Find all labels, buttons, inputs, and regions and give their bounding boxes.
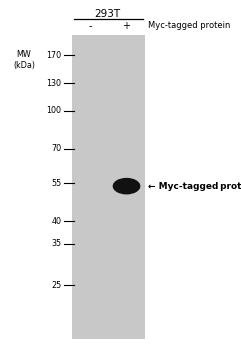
Text: +: + [122, 21, 131, 31]
Text: 55: 55 [51, 179, 61, 188]
Text: 100: 100 [47, 106, 61, 115]
Ellipse shape [113, 178, 140, 194]
FancyBboxPatch shape [72, 35, 145, 339]
Text: 170: 170 [46, 51, 61, 60]
Text: MW
(kDa): MW (kDa) [13, 50, 35, 70]
Text: -: - [89, 21, 92, 31]
Text: 25: 25 [51, 281, 61, 290]
Text: 70: 70 [51, 144, 61, 153]
Text: 130: 130 [47, 79, 61, 88]
Text: ← Myc-tagged protein: ← Myc-tagged protein [148, 182, 241, 191]
Text: 40: 40 [52, 217, 61, 226]
Text: Myc-tagged protein: Myc-tagged protein [148, 21, 231, 30]
Text: 293T: 293T [94, 9, 120, 19]
Text: 35: 35 [51, 239, 61, 248]
